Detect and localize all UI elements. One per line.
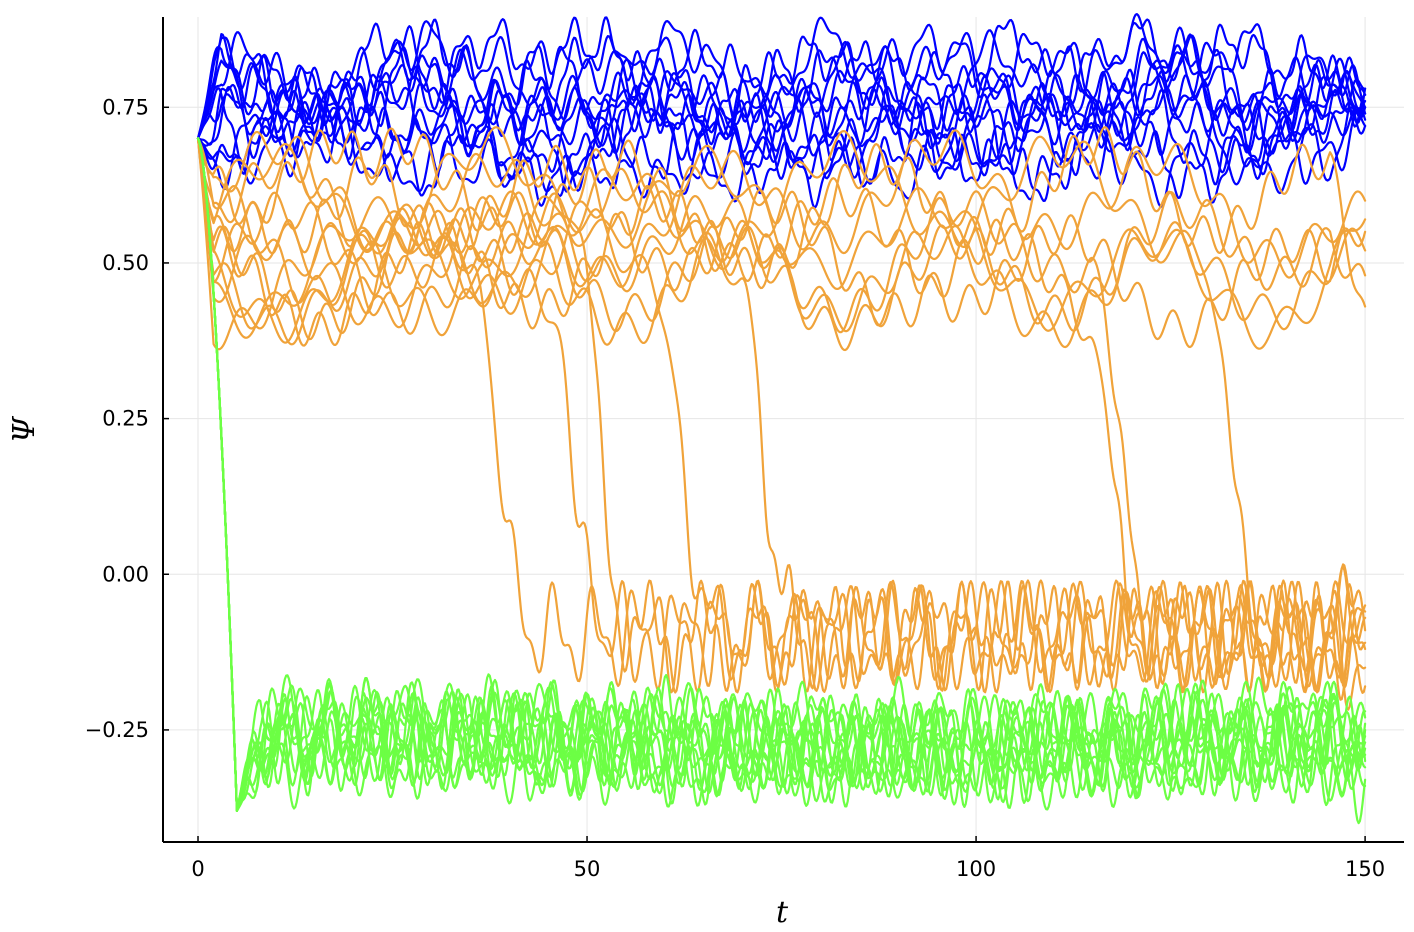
series-line — [196, 137, 1367, 352]
y-tick-label: 0.25 — [102, 407, 149, 431]
series-line — [196, 16, 1367, 195]
series-line — [196, 127, 1367, 349]
series-line — [196, 129, 1367, 329]
y-tick-label: 0.75 — [102, 95, 149, 119]
series-line — [196, 137, 1367, 694]
series-line — [196, 18, 1367, 198]
series-line — [196, 137, 1367, 694]
series-line — [196, 137, 1367, 812]
y-tick-label: 0.00 — [102, 562, 149, 586]
series-layer — [196, 13, 1367, 825]
y-tick-label: −0.25 — [85, 718, 149, 742]
series-line — [196, 137, 1367, 812]
axes: 0 50 100 150 −0.25 0.00 0.25 0.50 0.75 — [85, 17, 1404, 881]
x-tick-label: 150 — [1345, 857, 1385, 881]
series-line — [196, 137, 1367, 812]
x-tick-label: 100 — [956, 857, 996, 881]
series-line — [196, 20, 1367, 200]
series-line — [196, 137, 1367, 711]
x-tick-label: 50 — [574, 857, 601, 881]
series-line — [196, 137, 1367, 812]
x-tick-label: 0 — [191, 857, 204, 881]
series-line — [196, 137, 1367, 812]
series-line — [196, 16, 1367, 204]
series-line — [196, 18, 1367, 197]
series-line — [196, 129, 1367, 685]
y-axis-label: Ψ — [7, 415, 42, 443]
y-tick-label: 0.50 — [102, 251, 149, 275]
series-line — [196, 137, 1367, 694]
series-line — [196, 137, 1367, 694]
series-line — [196, 22, 1367, 209]
series-line — [196, 137, 1367, 701]
x-axis-label: t — [776, 895, 789, 930]
series-line — [196, 16, 1367, 202]
series-line — [196, 129, 1367, 694]
